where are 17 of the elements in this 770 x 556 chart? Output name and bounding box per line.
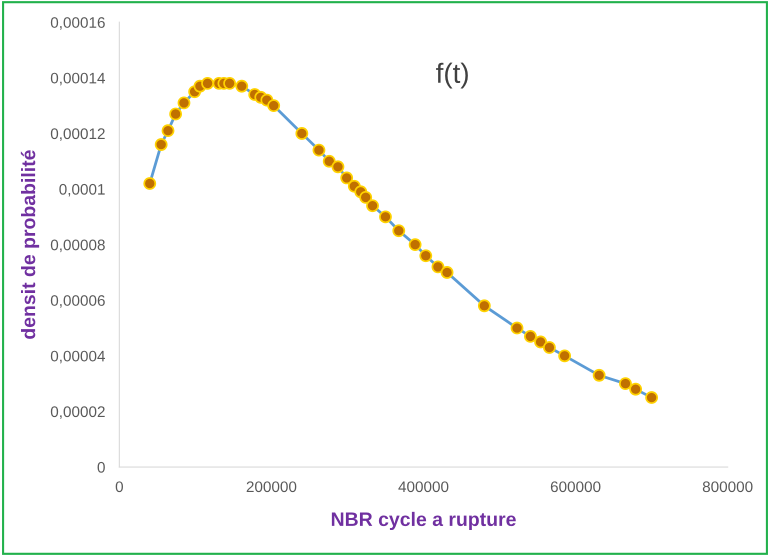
y-tick-label: 0,00014 xyxy=(50,72,106,86)
y-tick-label: 0,00002 xyxy=(50,406,105,419)
x-tick-label: 0 xyxy=(116,481,123,492)
y-tick-label: 0,00016 xyxy=(50,17,105,30)
x-tick-label: 600000 xyxy=(550,481,600,492)
y-tick-label: 0,00006 xyxy=(50,295,105,308)
y-tick-label: 0,00012 xyxy=(50,128,105,141)
y-tick-label: 0,00008 xyxy=(50,240,105,252)
y-tick-label: 0 xyxy=(98,462,105,473)
y-tick-label: 0,00004 xyxy=(50,350,106,364)
x-tick-label: 200000 xyxy=(246,481,296,492)
x-axis-title: NBR cycle a rupture xyxy=(332,512,516,530)
y-tick-label: 0,0001 xyxy=(59,184,105,197)
x-tick-label: 800000 xyxy=(702,481,753,492)
y-axis-title: densit de probabilité xyxy=(20,150,40,339)
text: f(t) xyxy=(436,62,468,89)
x-tick-label: 400000 xyxy=(398,481,448,492)
